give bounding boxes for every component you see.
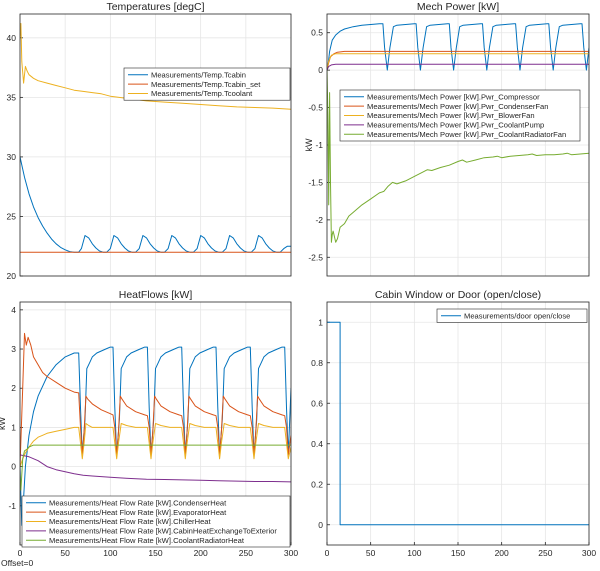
chart-panel-2: -2.5 -2 -1.5 -1 -0.5 0 0.5 Mech Power [kW] kW Mea… [304, 1, 590, 277]
y-tick-label: 0.5 [311, 28, 323, 38]
legend-label: Measurements/Temp.Tcabin [151, 70, 246, 79]
y-tick-label: -0.5 [308, 103, 323, 113]
legend-label: Measurements/Mech Power [kW].Pwr_BlowerF… [367, 111, 535, 120]
y-tick-label: 0.8 [311, 358, 323, 368]
legend-label: Measurements/Mech Power [kW].Pwr_Coolant… [367, 121, 544, 130]
y-tick-label: 0.4 [311, 439, 323, 449]
series-line-3 [327, 53, 589, 71]
chart-panel-1: 20 25 30 35 40 Temperatures [degC] Measurement… [7, 1, 292, 281]
chart-panel-4: 0 50 100 150 200 250 300 0 0.2 0.4 0.6 0.8 1 Cabin Wi… [311, 289, 596, 558]
y-tick-label: 0.2 [311, 479, 323, 489]
y-tick-label: -1 [315, 140, 323, 150]
legend-label: Measurements/Mech Power [kW].Pwr_Condens… [367, 102, 548, 111]
legend-label: Measurements/Mech Power [kW].Pwr_Coolant… [367, 130, 566, 139]
y-tick-label: 35 [7, 92, 17, 102]
series-line-4 [327, 63, 589, 71]
y-tick-label: 2 [11, 383, 16, 393]
y-axis-label: kW [304, 138, 314, 152]
x-tick-label: 150 [148, 548, 162, 558]
x-tick-label: 200 [495, 548, 509, 558]
legend-label: Measurements/Heat Flow Rate [kW].Coolant… [49, 536, 245, 545]
y-tick-label: 1 [318, 317, 323, 327]
y-tick-label: 20 [7, 271, 17, 281]
y-tick-label: 0 [318, 65, 323, 75]
x-tick-label: 50 [60, 548, 70, 558]
y-tick-label: -2 [315, 215, 323, 225]
y-axis-label: kW [0, 417, 7, 431]
legend-label: Measurements/Heat Flow Rate [kW].Condens… [49, 498, 227, 507]
series-line-1 [327, 23, 589, 71]
legend-label: Measurements/Heat Flow Rate [kW].Evapora… [49, 508, 227, 517]
legend-box [21, 495, 291, 548]
series-line-5 [20, 444, 291, 491]
x-tick-label: 0 [18, 548, 23, 558]
legend-label: Measurements/Heat Flow Rate [kW].Chiller… [49, 517, 212, 526]
x-tick-label: 250 [239, 548, 253, 558]
series-line-1 [327, 321, 589, 526]
series-group [20, 23, 291, 253]
y-tick-label: 1 [11, 422, 16, 432]
axes-frame [19, 13, 292, 277]
y-tick-label: -1.5 [308, 177, 323, 187]
y-tick-label: -2.5 [308, 252, 323, 262]
series-line-4 [20, 454, 291, 483]
series-line-3 [20, 423, 291, 467]
x-tick-label: 100 [407, 548, 421, 558]
x-tick-label: 150 [451, 548, 465, 558]
y-tick-label: 4 [11, 305, 16, 315]
axes-frame [326, 13, 590, 277]
chart-panel-3: 0 50 100 150 200 250 300 -1 0 1 2 3 4 HeatFlows [kW] k… [0, 289, 298, 558]
series-group [327, 23, 589, 243]
chart-title: HeatFlows [kW] [119, 289, 193, 301]
series-line-5 [327, 70, 589, 243]
series-group [20, 332, 291, 526]
axes-frame [326, 301, 590, 546]
chart-title: Temperatures [degC] [106, 1, 204, 13]
legend: Measurements/Temp.TcabinMeasurements/Tem… [123, 67, 291, 101]
legend-label: Measurements/Temp.Tcabin_set [151, 80, 261, 89]
legend-label: Measurements/Mech Power [kW].Pwr_Compres… [367, 92, 540, 101]
legend-label: Measurements/door open/close [464, 311, 570, 320]
x-tick-label: 0 [325, 548, 330, 558]
chart-title: Cabin Window or Door (open/close) [375, 289, 541, 301]
offset-label: Offset=0 [1, 558, 34, 568]
y-tick-label: 0 [11, 462, 16, 472]
legend: Measurements/door open/close [436, 308, 588, 323]
y-tick-label: 3 [11, 344, 16, 354]
y-tick-label: 40 [7, 33, 17, 43]
y-tick-label: 0.6 [311, 398, 323, 408]
y-tick-label: -1 [8, 501, 16, 511]
chart-title: Mech Power [kW] [417, 1, 499, 13]
series-line-2 [20, 332, 291, 467]
legend-label: Measurements/Heat Flow Rate [kW].CabinHe… [49, 527, 277, 536]
y-tick-label: 0 [318, 520, 323, 530]
legend-box [123, 67, 291, 101]
x-tick-label: 100 [103, 548, 117, 558]
legend: Measurements/Heat Flow Rate [kW].Condens… [21, 495, 291, 548]
x-tick-label: 300 [284, 548, 298, 558]
x-tick-label: 50 [366, 548, 376, 558]
series-group [327, 321, 589, 526]
y-tick-label: 30 [7, 152, 17, 162]
x-tick-label: 200 [194, 548, 208, 558]
x-tick-label: 300 [582, 548, 596, 558]
legend-box [339, 89, 581, 142]
y-tick-label: 25 [7, 211, 17, 221]
series-line-3 [20, 23, 291, 110]
x-tick-label: 250 [538, 548, 552, 558]
legend-label: Measurements/Temp.Tcoolant [151, 89, 253, 98]
legend-box [436, 308, 588, 323]
legend: Measurements/Mech Power [kW].Pwr_Compres… [339, 89, 581, 142]
